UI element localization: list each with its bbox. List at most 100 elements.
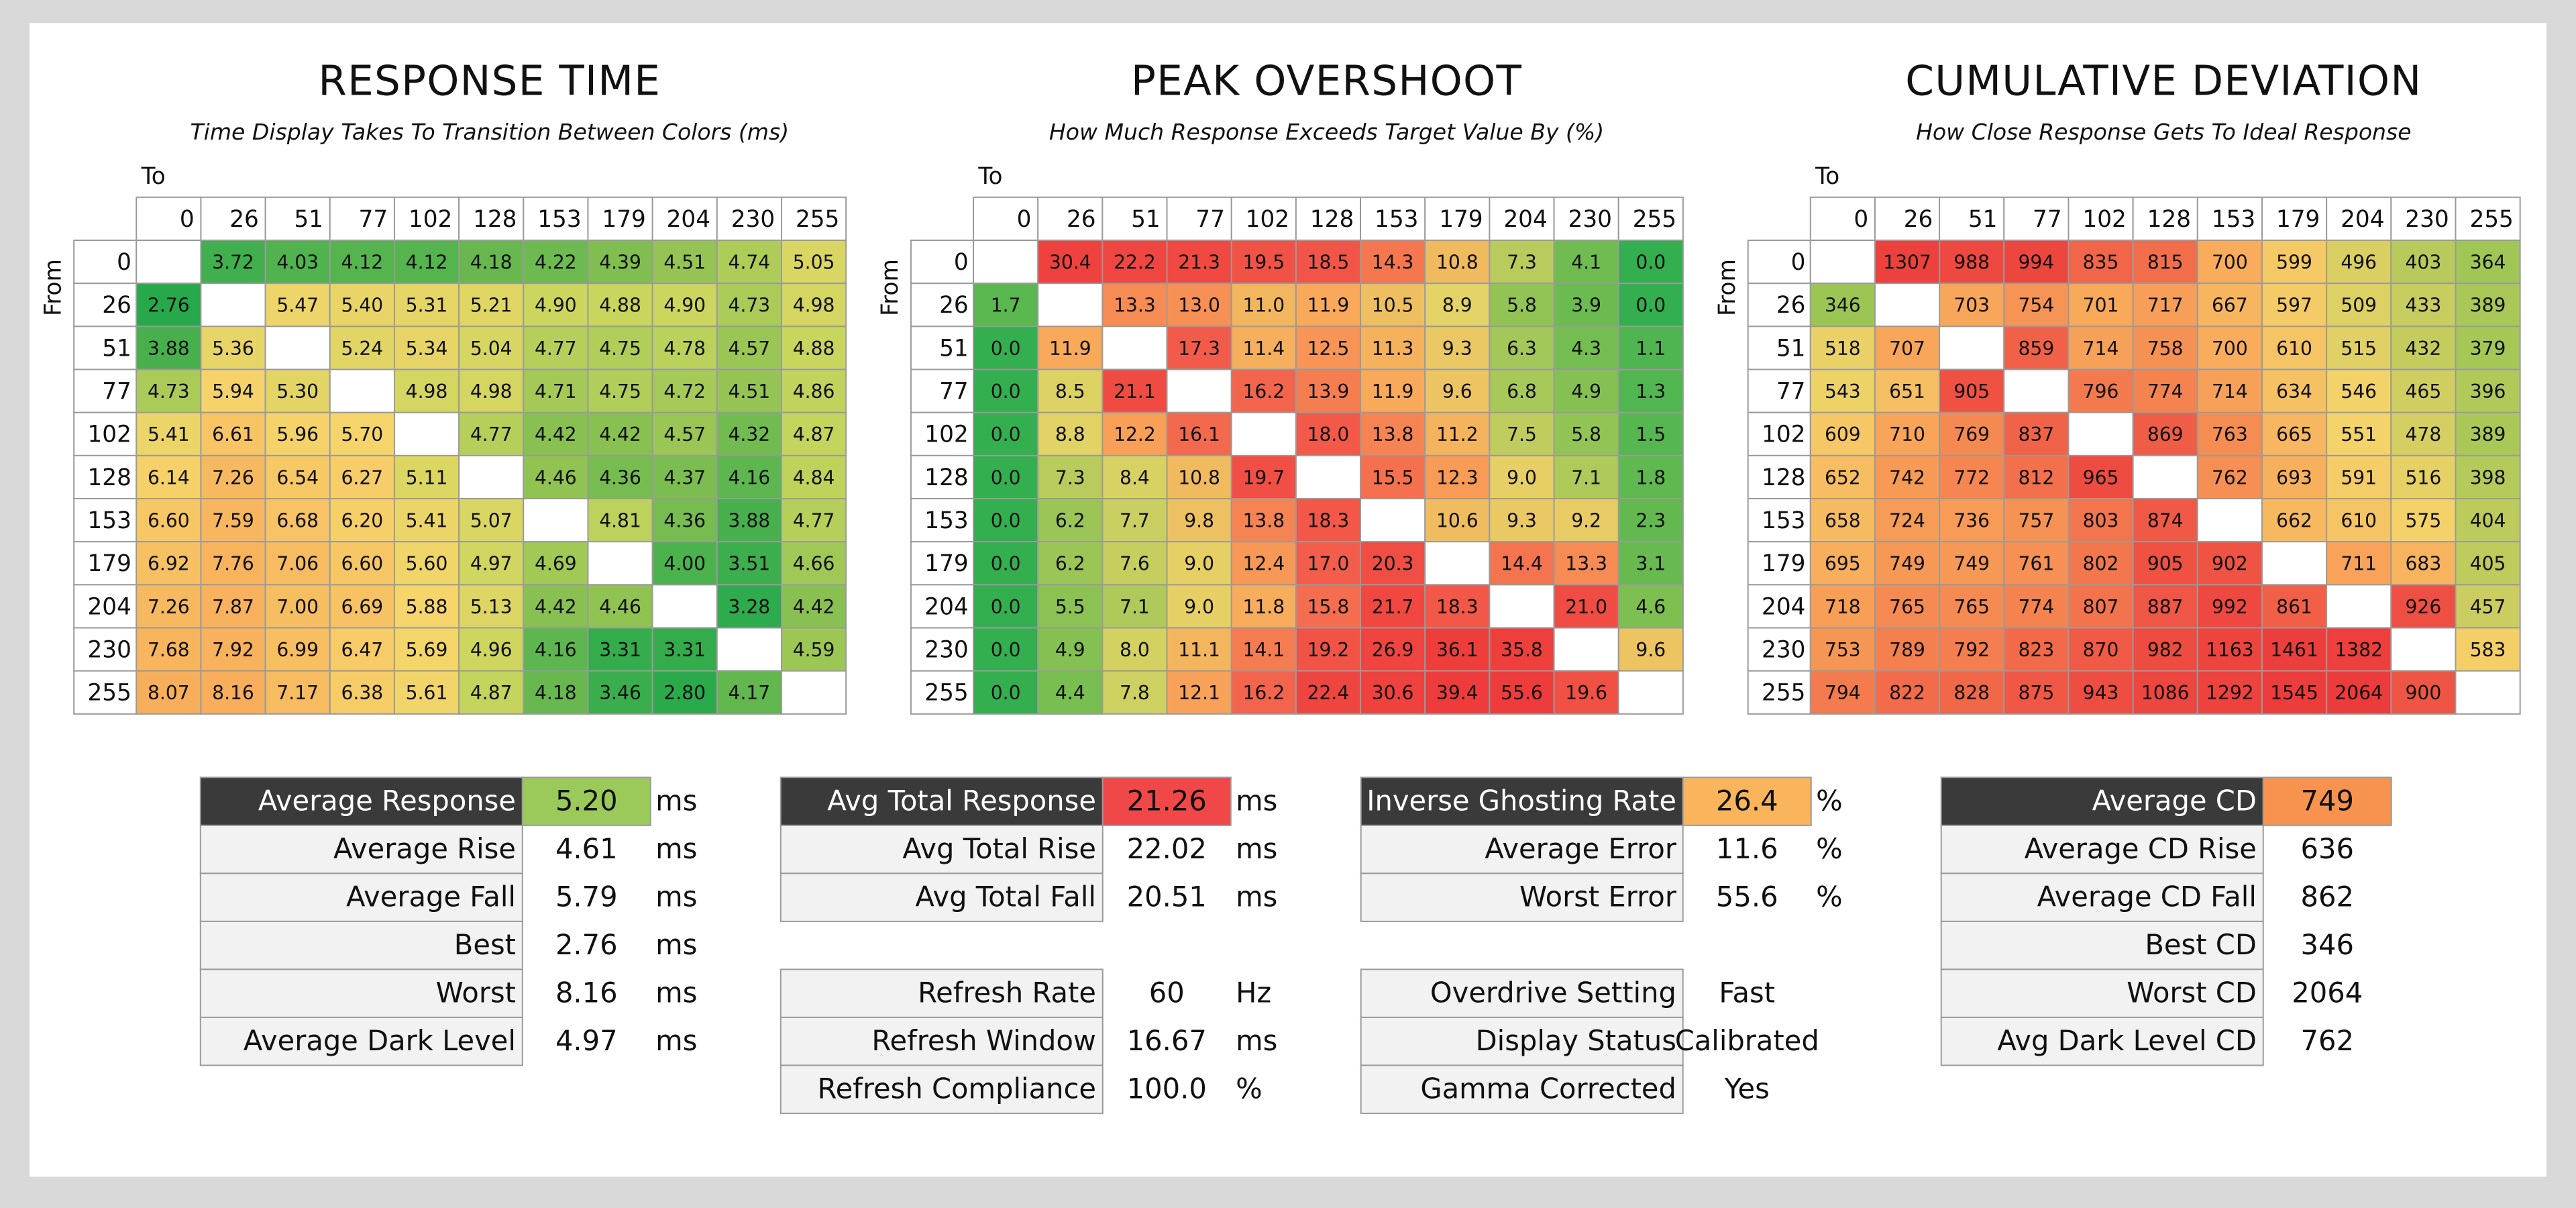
cell-value: 17.3 (1178, 338, 1220, 360)
cell-value: 754 (2019, 295, 2055, 317)
from-label: From (1714, 259, 1741, 316)
panel-title: RESPONSE TIME (318, 57, 661, 105)
cell-value: 10.8 (1436, 252, 1479, 274)
cell-value: 9.6 (1442, 381, 1472, 403)
cell (1489, 498, 1555, 543)
cell-value: 11.9 (1307, 295, 1350, 317)
stat-value: Calibrated (1675, 1024, 1819, 1057)
cell-value: 11.8 (1242, 596, 1285, 618)
cell-value: 6.61 (212, 423, 254, 446)
cell-value: 874 (2147, 510, 2184, 532)
cell (587, 541, 653, 586)
stat-label: Gamma Corrected (1420, 1072, 1676, 1105)
row-label: 51 (939, 335, 969, 362)
cell-value: 19.2 (1307, 639, 1350, 661)
cell (973, 584, 1039, 629)
row-label: 204 (88, 593, 131, 620)
cell-value: 13.8 (1372, 423, 1414, 446)
cell (1874, 584, 1941, 629)
cell (2196, 368, 2263, 413)
cell-value: 6.14 (148, 466, 190, 489)
cell (1102, 283, 1168, 328)
cell (264, 454, 331, 500)
cell (1037, 325, 1104, 370)
cell-value: 7.17 (276, 682, 319, 704)
stat-label: Avg Dark Level CD (1997, 1024, 2257, 1057)
cell (2132, 454, 2198, 500)
stat-value: 762 (2300, 1024, 2353, 1057)
stat-unit: % (1816, 880, 1843, 913)
row-label: 26 (939, 292, 969, 319)
cell-value: 4.84 (793, 466, 835, 489)
cell-value: 926 (2406, 596, 2442, 618)
cell-value: 16.2 (1242, 682, 1285, 704)
row-header (1747, 240, 1811, 285)
row-header (910, 325, 974, 370)
cell-value: 19.7 (1242, 466, 1285, 489)
cell (1102, 670, 1168, 715)
cell-value: 8.5 (1055, 381, 1085, 403)
cell-value: 19.5 (1242, 252, 1285, 274)
stat-value: 22.02 (1127, 832, 1207, 865)
stat-unit: % (1816, 832, 1843, 865)
cell-value: 742 (1889, 466, 1925, 489)
cell-value: 5.13 (470, 596, 513, 618)
stat-unit: ms (655, 1024, 697, 1057)
panel-subtitle: Time Display Takes To Transition Between… (190, 119, 789, 145)
cell-value: 15.5 (1372, 466, 1414, 489)
cell-value: 988 (1953, 252, 1990, 274)
cell (1809, 670, 1876, 715)
cell-value: 30.6 (1372, 682, 1414, 704)
cell-value: 4.22 (535, 252, 577, 274)
cell-value: 4.73 (729, 295, 771, 317)
cell (1874, 498, 1941, 543)
cell-value: 828 (1953, 682, 1990, 704)
cell-value: 12.2 (1114, 423, 1156, 446)
cell (781, 283, 847, 328)
column-header (1489, 196, 1555, 242)
cell-value: 4.37 (663, 466, 706, 489)
cell (1295, 670, 1362, 715)
cell (1424, 670, 1491, 715)
cell-value: 21.7 (1372, 596, 1414, 618)
column-header (2390, 196, 2457, 242)
cell (2455, 325, 2521, 370)
stat-unit: ms (655, 880, 697, 913)
cell-value: 5.47 (276, 295, 319, 317)
cell (973, 240, 1039, 285)
cell-value: 433 (2406, 295, 2442, 317)
stat-highlight (521, 776, 651, 826)
cell (1360, 670, 1426, 715)
cell-value: 5.8 (1571, 423, 1601, 446)
cell (2068, 283, 2134, 328)
cell-value: 6.47 (341, 639, 384, 661)
cell-value: 39.4 (1436, 682, 1479, 704)
cell (2326, 584, 2392, 629)
column-label: 26 (229, 206, 259, 233)
cell-value: 869 (2147, 423, 2184, 446)
row-header (1747, 584, 1811, 629)
cell-value: 14.1 (1242, 639, 1285, 661)
stat-label: Worst (436, 976, 516, 1009)
cell (2326, 368, 2392, 413)
cell (329, 454, 395, 500)
cell (1166, 627, 1232, 672)
cell-value: 7.1 (1571, 466, 1601, 489)
cell-value: 6.3 (1507, 338, 1537, 360)
row-header (910, 670, 974, 715)
column-label: 26 (1067, 206, 1096, 233)
cell (2455, 498, 2521, 543)
cell-value: 10.5 (1372, 295, 1414, 317)
cell (587, 325, 653, 370)
cell (1489, 670, 1555, 715)
cell-value: 1292 (2206, 682, 2254, 704)
cell-value: 7.7 (1120, 510, 1150, 532)
cell-value: 389 (2470, 423, 2506, 446)
stat-label: Display Status (1476, 1024, 1676, 1057)
cell-value: 815 (2147, 252, 2184, 274)
row-header (1747, 498, 1811, 543)
column-header (1360, 196, 1426, 242)
cell-value: 749 (1889, 553, 1925, 575)
column-label: 204 (2341, 206, 2384, 233)
cell (2390, 541, 2457, 586)
